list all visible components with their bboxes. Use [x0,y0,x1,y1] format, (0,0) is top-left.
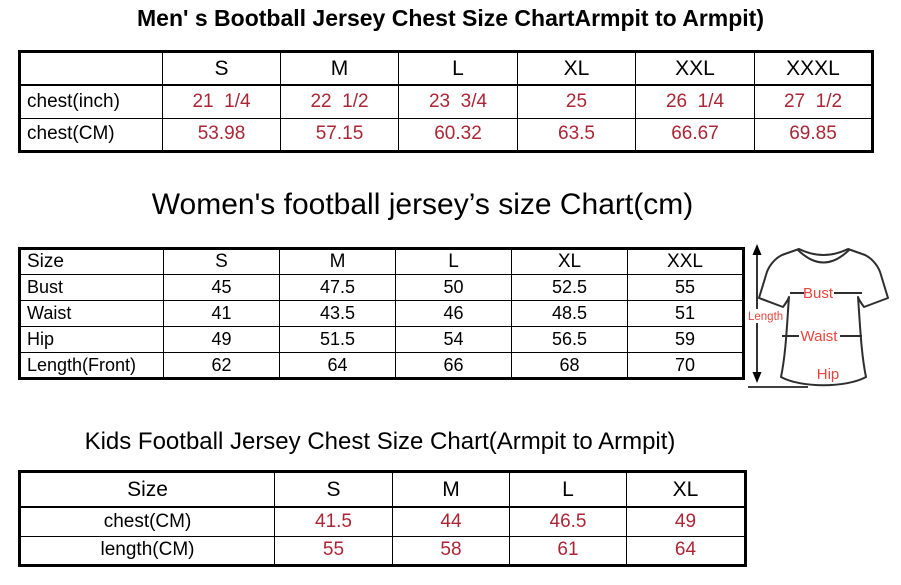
size-value: 23 3/4 [398,84,518,119]
size-value: 46 [395,300,512,327]
column-header: S [274,471,393,508]
size-value: 43.5 [279,300,396,327]
size-value: 25 [517,84,636,119]
size-value: 41.5 [274,506,393,537]
size-value: 64 [279,352,396,379]
column-header: Size [19,248,164,275]
row-label: chest(inch) [19,84,163,119]
length-label-backing [746,309,786,323]
column-header: L [398,51,518,86]
size-value: 70 [627,352,744,379]
size-value: 46.5 [509,506,627,537]
row-label: chest(CM) [19,117,163,152]
size-value: 66 [395,352,512,379]
column-header: L [395,248,512,275]
size-value: 59 [627,326,744,353]
size-value: 57.15 [280,117,399,152]
kids-chart-title: Kids Football Jersey Chest Size Chart(Ar… [84,428,676,455]
size-value: 51 [627,300,744,327]
length-label: Length [748,311,783,323]
measurement-lines [782,292,862,337]
column-header: S [162,51,281,86]
size-value: 69.85 [754,117,873,152]
men-chart-title: Men' s Bootball Jersey Chest Size ChartA… [137,5,764,31]
size-value: 55 [274,535,393,566]
waist-label: Waist [801,328,839,345]
row-label: Waist [19,300,164,327]
row-label: chest(CM) [19,506,275,537]
tshirt-outline [758,248,889,387]
hip-label: Hip [817,366,840,383]
size-value: 27 1/2 [754,84,873,119]
column-header: XL [511,248,628,275]
size-value: 50 [395,274,512,301]
column-header: S [163,248,280,275]
tshirt-measurement-diagram: Length Bust Waist Hip [746,244,889,388]
size-value: 64 [626,535,746,566]
size-value: 55 [627,274,744,301]
size-value: 51.5 [279,326,396,353]
column-header: XXXL [754,51,873,86]
size-value: 53.98 [162,117,281,152]
size-value: 54 [395,326,512,353]
size-value: 22 1/2 [280,84,399,119]
size-value: 47.5 [279,274,396,301]
size-value: 66.67 [635,117,755,152]
row-label: length(CM) [19,535,275,566]
size-value: 68 [511,352,628,379]
column-header: XL [626,471,746,508]
row-label: Bust [19,274,164,301]
size-value: 62 [163,352,280,379]
men-size-table: S M L XL XXL XXXL chest(inch) 21 1/4 22 1/2 23 3/… [18,50,874,153]
column-header: Size [19,471,275,508]
size-value: 49 [626,506,746,537]
women-size-table: Size S M L XL XXL Bust 45 47.5 50 52.5 55 Waist 41 43.… [18,247,745,380]
size-value: 58 [392,535,510,566]
kids-size-table: Size S M L XL chest(CM) 41.5 44 46.5 49 length(CM)… [18,470,747,567]
column-header: XXL [627,248,744,275]
size-value: 56.5 [511,326,628,353]
column-header: M [392,471,510,508]
bust-label: Bust [803,285,834,302]
size-value: 21 1/4 [162,84,281,119]
size-value: 61 [509,535,627,566]
women-chart-title: Women's football jersey’s size Chart(cm) [151,188,694,221]
size-value: 48.5 [511,300,628,327]
column-header: L [509,471,627,508]
column-header: XXL [635,51,755,86]
size-value: 44 [392,506,510,537]
size-value: 49 [163,326,280,353]
row-label: Hip [19,326,164,353]
size-value: 26 1/4 [635,84,755,119]
column-header [19,51,163,86]
column-header: M [279,248,396,275]
column-header: XL [517,51,636,86]
column-header: M [280,51,399,86]
row-label: Length(Front) [19,352,164,379]
size-value: 41 [163,300,280,327]
size-value: 63.5 [517,117,636,152]
size-value: 52.5 [511,274,628,301]
size-value: 60.32 [398,117,518,152]
size-value: 45 [163,274,280,301]
